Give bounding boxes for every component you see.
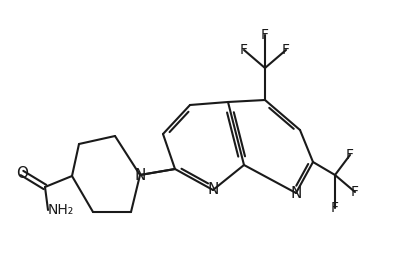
Text: NH₂: NH₂ — [48, 203, 74, 217]
Text: N: N — [134, 168, 146, 182]
Text: F: F — [331, 201, 339, 215]
Text: N: N — [207, 182, 219, 197]
Text: F: F — [351, 185, 359, 199]
Text: F: F — [261, 28, 269, 42]
Text: F: F — [346, 148, 354, 162]
Text: F: F — [240, 43, 248, 57]
Text: N: N — [290, 185, 302, 200]
Text: O: O — [16, 165, 28, 180]
Text: F: F — [282, 43, 290, 57]
